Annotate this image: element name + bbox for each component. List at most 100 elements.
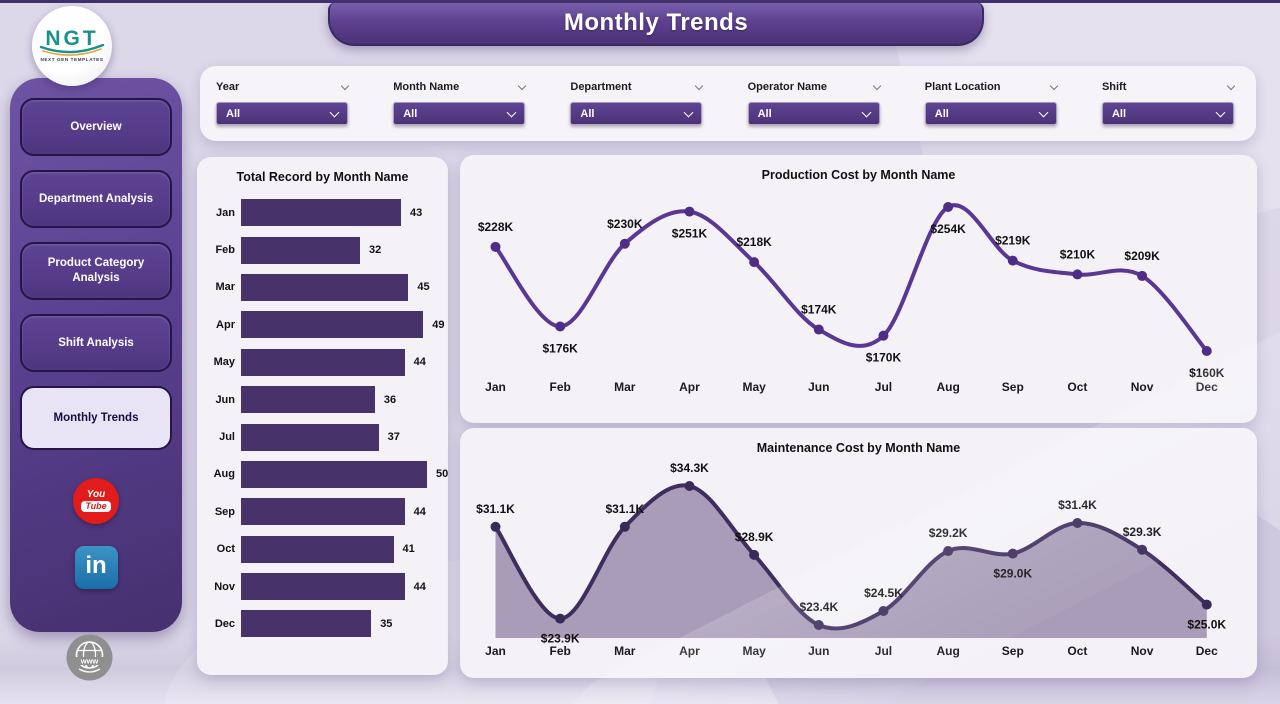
data-point-dec[interactable] [1201,346,1212,356]
filter-label: Plant Location [924,81,1001,93]
linkedin-label: in [85,551,107,579]
bar-sep[interactable] [241,498,405,526]
bar-jun[interactable] [241,386,375,414]
data-point-label: $160K [1189,366,1225,380]
data-point-aug[interactable] [943,546,954,557]
header-banner: Monthly Trends [328,2,984,46]
filter-dropdown-year[interactable]: All [216,102,348,125]
x-axis-label: Jan [485,644,506,658]
bar-mar[interactable] [241,273,409,301]
data-point-jul[interactable] [878,605,889,616]
data-point-feb[interactable] [555,613,566,624]
data-point-label: $28.9K [735,530,774,544]
sidebar-item-monthly-trends[interactable]: Monthly Trends [20,386,172,450]
data-point-apr[interactable] [684,206,695,217]
data-point-label: $254K [930,222,966,236]
data-point-oct[interactable] [1072,517,1083,528]
data-point-jun[interactable] [813,620,824,630]
filter-selected-value: All [580,107,595,120]
bar-row: Apr 49 [205,306,445,343]
filter-dropdown-operator-name[interactable]: All [747,102,880,125]
youtube-label-top: You [86,489,106,500]
data-point-may[interactable] [749,549,760,560]
filter-label: Shift [1101,81,1127,93]
data-point-jul[interactable] [878,330,889,341]
data-point-label: $34.3K [670,461,709,475]
bar-row: Sep 44 [205,493,440,530]
x-axis-label: Jul [875,644,892,658]
filter-operator-name: Operator Name All [747,79,881,141]
filter-dropdown-plant-location[interactable]: All [924,102,1057,125]
bar-nov[interactable] [241,573,405,601]
bar-category-label: Jun [215,393,235,406]
bar-feb[interactable] [241,236,361,264]
data-point-dec[interactable] [1201,599,1212,610]
sidebar-item-shift-analysis[interactable]: Shift Analysis [20,314,172,372]
chevron-down-icon[interactable] [872,81,881,90]
data-point-mar[interactable] [619,238,630,249]
svg-text:www: www [80,657,99,666]
website-globe-icon[interactable]: www [66,634,113,681]
chevron-down-icon[interactable] [340,81,350,90]
data-point-jun[interactable] [813,324,824,335]
bar-jan[interactable] [241,199,401,227]
data-point-jan[interactable] [490,241,501,252]
data-point-label: $219K [995,234,1031,248]
bar-may[interactable] [241,348,405,376]
data-point-jan[interactable] [490,521,501,532]
data-point-may[interactable] [749,257,760,268]
sidebar-social: You Tube in [10,478,182,589]
data-point-sep[interactable] [1007,548,1018,559]
data-point-nov[interactable] [1137,270,1148,281]
sidebar-item-department-analysis[interactable]: Department Analysis [20,170,172,228]
filter-selected-value: All [934,107,949,120]
bar-dec[interactable] [241,610,372,638]
data-point-feb[interactable] [555,321,566,332]
x-axis-label: Mar [614,380,636,394]
bar-row: Jun 36 [205,381,440,418]
data-point-label: $23.4K [799,600,838,614]
youtube-label-bottom: Tube [81,501,111,512]
bar-apr[interactable] [241,311,424,339]
filter-bar: Year All Month Name All Department All Operato… [200,66,1256,141]
filter-dropdown-shift[interactable]: All [1101,102,1234,125]
data-point-nov[interactable] [1137,544,1148,555]
bar-category-label: Feb [215,244,235,257]
bar-category-label: Jan [216,206,235,219]
x-axis-label: Nov [1131,644,1154,658]
filter-dropdown-month-name[interactable]: All [393,102,526,125]
x-axis-label: Oct [1067,644,1087,658]
sidebar-nav: Overview Department Analysis Product Categ… [10,78,182,450]
bar-value-label: 36 [383,393,397,406]
data-point-mar[interactable] [619,521,630,532]
data-point-aug[interactable] [943,202,954,212]
data-point-apr[interactable] [684,481,695,491]
filter-dropdown-department[interactable]: All [570,102,703,125]
sidebar-item-overview[interactable]: Overview [20,98,172,156]
bar-jul[interactable] [241,423,379,451]
chevron-down-icon [683,107,694,117]
trend-line [493,203,1209,353]
chevron-down-icon [329,107,340,117]
bar-category-label: Dec [214,617,235,630]
x-axis-label: May [742,380,766,394]
bar-row: Jan 43 [205,194,440,231]
bar-oct[interactable] [241,535,394,563]
production-chart-title: Production Cost by Month Name [761,168,956,182]
bar-value-label: 45 [417,281,430,294]
bar-row: May 44 [205,344,440,381]
data-point-sep[interactable] [1007,255,1018,266]
chevron-down-icon[interactable] [517,81,527,90]
data-point-label: $29.0K [993,567,1032,581]
chevron-down-icon[interactable] [1226,81,1236,90]
sidebar-item-product-category-analysis[interactable]: Product Category Analysis [20,242,172,300]
x-axis-label: Jun [808,644,829,658]
chevron-down-icon[interactable] [1049,81,1058,90]
bar-aug[interactable] [241,460,427,488]
data-point-oct[interactable] [1072,269,1083,280]
maintenance-area-chart: $31.1K $23.9K $31.1K $34.3K $28.9K $23.4K $24.… [476,461,1226,658]
chevron-down-icon[interactable] [695,81,704,90]
youtube-icon[interactable]: You Tube [73,478,119,524]
x-axis-label: Mar [614,644,636,658]
linkedin-icon[interactable]: in [74,546,118,589]
